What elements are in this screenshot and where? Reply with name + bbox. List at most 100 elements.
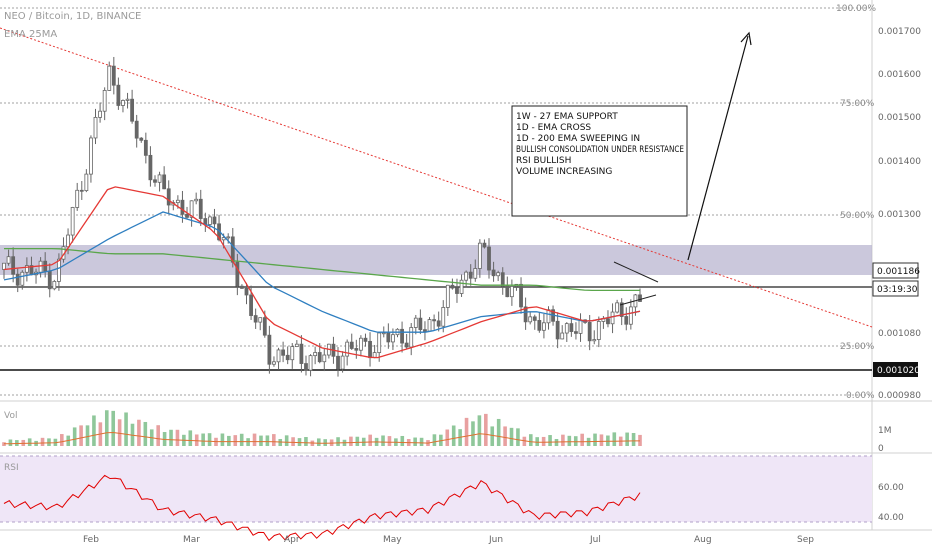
candle-body [418,317,423,331]
volume-bar [573,436,578,446]
wedge-lower-line[interactable] [619,294,657,306]
candle-body [226,236,231,239]
candle-body [125,98,130,101]
volume-bar [464,417,469,446]
volume-bar [169,429,173,446]
candle-body [272,361,276,365]
pct-label-25: 25.00% [840,342,875,352]
volume-bar [284,435,289,446]
candle-body [75,189,80,208]
candle-body [11,256,16,275]
main-pane[interactable] [0,0,872,400]
candle-body [299,343,304,364]
candle-body [84,173,89,192]
volume-bar [79,425,83,446]
candle-body [363,337,368,342]
candle-body [166,188,171,206]
ema-200-line [4,247,640,292]
volume-bar [207,433,212,446]
candle-body [638,294,642,302]
candle-body [148,154,153,181]
candle-body [308,355,313,371]
fib-levels [0,7,872,396]
volume-bar [477,415,482,446]
volume-bar [104,410,109,446]
candle-body [240,285,244,289]
candle-body [445,284,450,308]
volume-bar [484,413,488,446]
candle-body [290,346,295,361]
volume-bar [593,433,597,446]
annotation-line-5: RSI BULLISH [516,156,571,166]
candle-body [258,317,263,323]
bullish-arrow[interactable] [687,31,752,261]
candle-body [221,237,226,241]
candle-body [253,315,258,323]
candle-body [317,352,322,363]
candle-body [180,199,185,215]
candle-body [427,319,432,332]
candle-body [381,332,386,335]
volume-bar [92,415,96,446]
annotation-box[interactable]: 1W - 27 EMA SUPPORT 1D - EMA CROSS 1D - … [511,105,688,217]
candle-body [441,307,446,327]
volume-tick-0: 0 [878,444,884,454]
volume-bar [528,434,533,446]
price-axis[interactable]: 100.00% 75.00% 50.00% 25.00% 0.00% 0.001… [836,4,921,401]
volume-bar [567,435,572,446]
candle-body [468,271,473,279]
candle-body [6,256,11,264]
volume-bar [548,435,552,446]
volume-label: Vol [4,411,17,421]
volume-bar [8,439,13,446]
candle-body [450,284,455,289]
volume-bar [220,433,225,446]
time-label-jul: Jul [589,535,601,545]
volume-bar [137,419,141,446]
pct-label-75: 75.00% [840,99,875,109]
candle-body [555,320,560,340]
volume-bar [580,433,584,446]
candle-body [564,323,569,334]
volume-bar [516,428,520,446]
candle-body [24,265,29,273]
volume-bar [522,436,527,446]
descending-trendline[interactable] [0,27,873,328]
annotation-line-2: 1D - EMA CROSS [516,123,591,133]
candle-body [294,343,299,347]
candle-body [569,323,574,332]
candle-body [509,286,514,298]
candle-body [107,65,112,91]
candle-body [194,198,199,202]
time-label-feb: Feb [83,535,99,545]
candle-body [464,271,469,281]
volume-bar [239,433,244,446]
resistance-zone[interactable] [0,245,872,275]
volume-bar [259,435,263,446]
rsi-tick-60: 60.00 [878,483,904,493]
time-label-mar: Mar [183,535,200,545]
candle-body [276,349,281,363]
volume-bar [631,433,636,446]
time-axis[interactable]: Feb Mar Apr May Jun Jul Aug Sep [83,535,814,545]
candle-body [285,354,290,361]
volume-bar [471,421,475,446]
candle-body [189,200,194,218]
price-label-0: 0.001700 [878,27,921,37]
volume-bar [2,442,6,446]
candle-body [116,84,121,106]
volume-bar [387,436,392,446]
candle-body [455,287,459,294]
candle-body [496,272,501,277]
volume-tick-1m: 1M [878,426,892,436]
candle-body [79,189,84,192]
candle-body [477,242,482,269]
candle-body [592,339,597,342]
rsi-tick-40: 40.00 [878,513,904,523]
candle-body [505,285,510,298]
pct-label-50: 50.00% [840,211,875,221]
wedge-upper-line[interactable] [613,261,659,283]
candle-body [207,216,212,225]
svg-text:03:19:30: 03:19:30 [877,285,918,295]
candle-body [134,120,139,139]
